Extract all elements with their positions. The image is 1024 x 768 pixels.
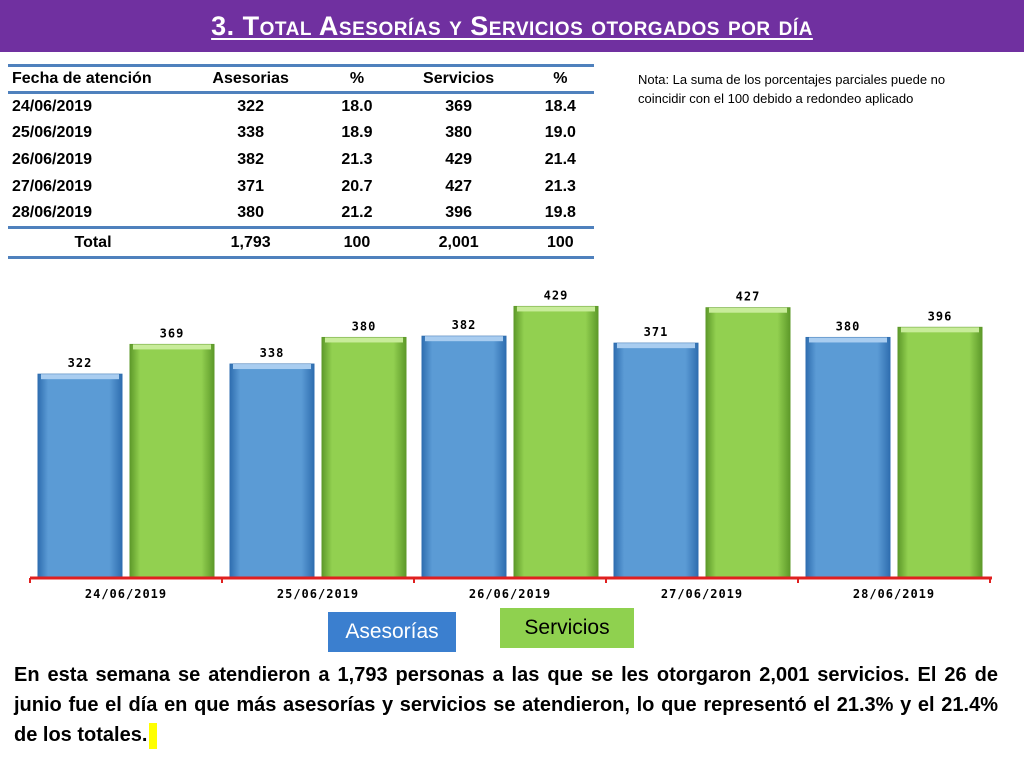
data-label: 427 — [736, 290, 761, 304]
table-row: 25/06/2019 338 18.9 380 19.0 — [8, 120, 594, 147]
data-label: 380 — [836, 319, 861, 333]
table-row: 27/06/2019 371 20.7 427 21.3 — [8, 174, 594, 201]
table-cell: 21.3 — [544, 178, 576, 195]
column-header: % — [349, 70, 365, 87]
bar-chart: 322 369 24/06/2019 338 380 25/06/2019 382 429 26… — [29, 290, 992, 601]
table-cell: 24/06/2019 — [12, 97, 93, 115]
column-header: Servicios — [423, 70, 495, 87]
column-header: % — [553, 70, 568, 87]
bar-top-highlight — [517, 306, 595, 312]
bar-top-highlight — [325, 337, 403, 343]
table-cell: 396 — [445, 204, 472, 222]
page-title: 3. Total Asesorías y Servicios otorgados… — [211, 10, 813, 41]
table-cell: 100 — [343, 233, 371, 251]
bar-top-highlight — [41, 374, 119, 380]
table-cell: 429 — [445, 151, 472, 168]
bar-servicios — [321, 336, 407, 579]
x-tick-label: 25/06/2019 — [277, 587, 359, 601]
table-cell: 21.4 — [544, 151, 576, 168]
data-table: Fecha de atención Asesorias % Servicios … — [8, 64, 594, 259]
text-cursor-highlight — [149, 722, 158, 749]
table-cell: 380 — [237, 204, 264, 222]
bar-top-highlight — [809, 337, 887, 343]
legend-servicios: Servicios — [500, 608, 634, 648]
x-tick-label: 26/06/2019 — [469, 587, 551, 601]
table-cell: 20.7 — [341, 178, 373, 195]
table-cell: 322 — [237, 97, 264, 115]
table-row: 26/06/2019 382 21.3 429 21.4 — [8, 147, 594, 174]
data-table-container: Fecha de atención Asesorias % Servicios … — [8, 64, 594, 259]
x-tick-label: 24/06/2019 — [85, 587, 167, 601]
table-cell: 18.0 — [341, 97, 373, 115]
bar-asesorias — [421, 335, 507, 579]
column-header: Asesorias — [212, 70, 289, 87]
bar-asesorias — [229, 363, 315, 579]
bar-servicios — [705, 307, 791, 579]
table-cell: 18.9 — [341, 124, 373, 141]
table-cell: 1,793 — [230, 233, 271, 251]
bar-asesorias — [805, 336, 891, 579]
table-cell: 371 — [237, 178, 264, 195]
table-cell: 19.8 — [544, 204, 576, 222]
table-cell: 18.4 — [544, 97, 576, 115]
data-label: 371 — [644, 325, 669, 339]
table-cell: 21.3 — [341, 151, 373, 168]
data-label: 429 — [544, 290, 569, 302]
bar-top-highlight — [617, 343, 695, 349]
bar-top-highlight — [133, 344, 211, 350]
table-cell: 21.2 — [341, 204, 373, 222]
table-cell: 369 — [445, 97, 472, 115]
bar-servicios — [513, 305, 599, 579]
table-header-row: Fecha de atención Asesorias % Servicios … — [8, 65, 594, 93]
table-cell: 19.0 — [544, 124, 576, 141]
summary-text: En esta semana se atendieron a 1,793 per… — [14, 664, 998, 746]
bar-top-highlight — [233, 364, 311, 370]
bar-top-highlight — [901, 327, 979, 333]
bar-servicios — [897, 326, 983, 579]
bar-top-highlight — [709, 307, 787, 313]
legend-asesorias: Asesorías — [328, 612, 456, 652]
data-label: 380 — [352, 319, 377, 333]
data-label: 382 — [452, 318, 477, 332]
table-cell: 382 — [237, 151, 264, 168]
data-label: 322 — [68, 356, 93, 370]
bar-servicios — [129, 343, 215, 579]
summary-paragraph: En esta semana se atendieron a 1,793 per… — [14, 660, 998, 750]
bar-asesorias — [37, 373, 123, 579]
bar-top-highlight — [425, 336, 503, 342]
title-bar: 3. Total Asesorías y Servicios otorgados… — [0, 0, 1024, 52]
table-cell: 380 — [445, 124, 472, 141]
x-tick-label: 28/06/2019 — [853, 587, 935, 601]
table-cell: 427 — [445, 178, 472, 195]
column-header: Fecha de atención — [12, 70, 152, 87]
table-cell: 100 — [546, 233, 574, 251]
table-row: 24/06/2019 322 18.0 369 18.4 — [8, 93, 594, 120]
x-tick-label: 27/06/2019 — [661, 587, 743, 601]
data-label: 338 — [260, 346, 285, 360]
rounding-note: Nota: La suma de los porcentajes parcial… — [638, 72, 946, 106]
data-label: 369 — [160, 326, 185, 340]
table-cell: 338 — [237, 124, 264, 141]
table-row: 28/06/2019 380 21.2 396 19.8 — [8, 201, 594, 228]
table-cell: 27/06/2019 — [12, 178, 93, 195]
table-cell: 2,001 — [438, 233, 479, 251]
table-total-row: Total 1,793 100 2,001 100 — [8, 227, 594, 258]
table-cell: 28/06/2019 — [12, 204, 93, 222]
table-cell: 26/06/2019 — [12, 151, 93, 168]
table-cell: 25/06/2019 — [12, 124, 93, 141]
bar-asesorias — [613, 342, 699, 579]
data-label: 396 — [928, 309, 953, 323]
table-cell: Total — [74, 233, 112, 251]
